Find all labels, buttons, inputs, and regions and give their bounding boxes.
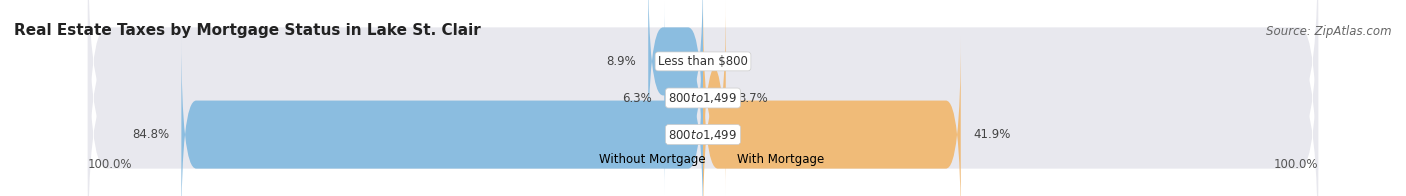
Text: Less than $800: Less than $800 bbox=[658, 55, 748, 68]
Text: Source: ZipAtlas.com: Source: ZipAtlas.com bbox=[1267, 25, 1392, 38]
Text: 100.0%: 100.0% bbox=[87, 158, 132, 171]
FancyBboxPatch shape bbox=[87, 0, 1319, 196]
Text: $800 to $1,499: $800 to $1,499 bbox=[668, 91, 738, 105]
Legend: Without Mortgage, With Mortgage: Without Mortgage, With Mortgage bbox=[576, 149, 830, 171]
Text: 100.0%: 100.0% bbox=[1274, 158, 1319, 171]
Text: 41.9%: 41.9% bbox=[973, 128, 1011, 141]
Text: $800 to $1,499: $800 to $1,499 bbox=[668, 128, 738, 142]
FancyBboxPatch shape bbox=[87, 4, 1319, 196]
FancyBboxPatch shape bbox=[703, 0, 725, 196]
Text: 3.7%: 3.7% bbox=[738, 92, 768, 104]
Text: 6.3%: 6.3% bbox=[623, 92, 652, 104]
FancyBboxPatch shape bbox=[648, 0, 703, 159]
FancyBboxPatch shape bbox=[664, 0, 703, 196]
Text: Real Estate Taxes by Mortgage Status in Lake St. Clair: Real Estate Taxes by Mortgage Status in … bbox=[14, 23, 481, 38]
Text: 8.9%: 8.9% bbox=[606, 55, 636, 68]
FancyBboxPatch shape bbox=[181, 37, 703, 196]
FancyBboxPatch shape bbox=[703, 37, 960, 196]
Text: 84.8%: 84.8% bbox=[132, 128, 169, 141]
FancyBboxPatch shape bbox=[87, 0, 1319, 192]
Text: 0.0%: 0.0% bbox=[716, 55, 745, 68]
